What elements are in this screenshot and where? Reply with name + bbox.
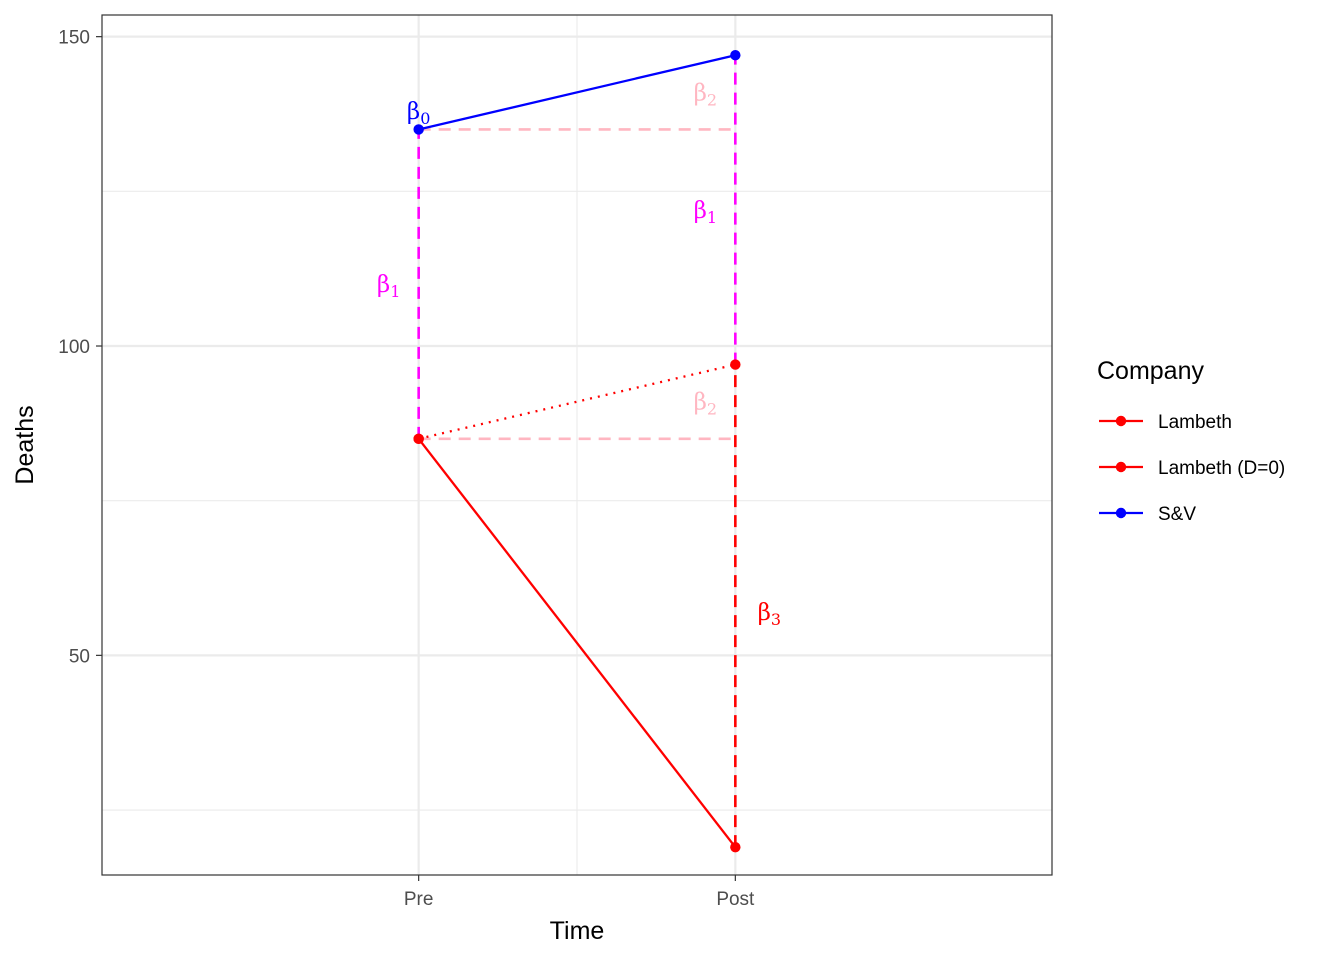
y-axis-title: Deaths: [11, 405, 39, 484]
legend-key-point: [1115, 461, 1127, 473]
legend-key-point: [1115, 507, 1127, 519]
legend-item: S&V: [1099, 504, 1196, 525]
beta-1-label: β1: [694, 198, 717, 227]
beta-symbol: β: [694, 80, 707, 106]
legend: Company Lambeth Lambeth (D=0) S&V: [1097, 357, 1285, 525]
beta-symbol: β: [407, 99, 420, 125]
beta-subscript: 2: [707, 400, 717, 419]
beta-0-label: β0: [407, 99, 430, 128]
beta-1-label: β1: [377, 272, 400, 301]
beta-3-label: β3: [758, 600, 781, 629]
beta-2-label: β2: [694, 80, 717, 109]
axes: 50 100 150 Pre Post: [58, 28, 755, 910]
series-line-s-v: [418, 54, 736, 131]
data-series: [413, 50, 741, 853]
data-point-lambeth-d-0: [413, 433, 424, 445]
beta-symbol: β: [694, 390, 707, 416]
beta-subscript: 3: [771, 610, 781, 629]
legend-item: Lambeth: [1099, 412, 1232, 433]
x-tick-label: Pre: [404, 889, 434, 910]
x-tick-label: Post: [716, 889, 755, 910]
legend-key-point: [1115, 415, 1127, 427]
y-tick-label: 100: [58, 337, 90, 358]
beta-2-label: β2: [694, 390, 717, 419]
beta-subscript: 1: [390, 282, 400, 301]
legend-label: Lambeth: [1158, 412, 1232, 433]
series-line-lambeth: [417, 438, 737, 848]
x-axis-title: Time: [550, 917, 605, 945]
beta-subscript: 1: [707, 208, 717, 227]
reference-lines: [417, 55, 737, 848]
data-point-lambeth: [730, 841, 741, 853]
legend-items: Lambeth Lambeth (D=0) S&V: [1099, 412, 1285, 525]
legend-label: S&V: [1158, 504, 1196, 525]
beta-symbol: β: [694, 198, 707, 224]
data-point-s-v: [413, 124, 424, 135]
beta-subscript: 2: [707, 90, 717, 109]
data-point-s-v: [730, 50, 741, 61]
grid-lines: [102, 15, 1052, 875]
plot-panel-border: [101, 14, 1053, 876]
legend-title: Company: [1097, 357, 1204, 385]
legend-label: Lambeth (D=0): [1158, 458, 1285, 479]
y-tick-label: 150: [58, 28, 90, 49]
data-point-lambeth-d-0: [730, 359, 741, 370]
beta-symbol: β: [758, 600, 771, 626]
y-tick-label: 50: [69, 646, 90, 667]
legend-item: Lambeth (D=0): [1099, 458, 1285, 479]
beta-symbol: β: [377, 272, 390, 298]
beta-subscript: 0: [420, 109, 430, 128]
